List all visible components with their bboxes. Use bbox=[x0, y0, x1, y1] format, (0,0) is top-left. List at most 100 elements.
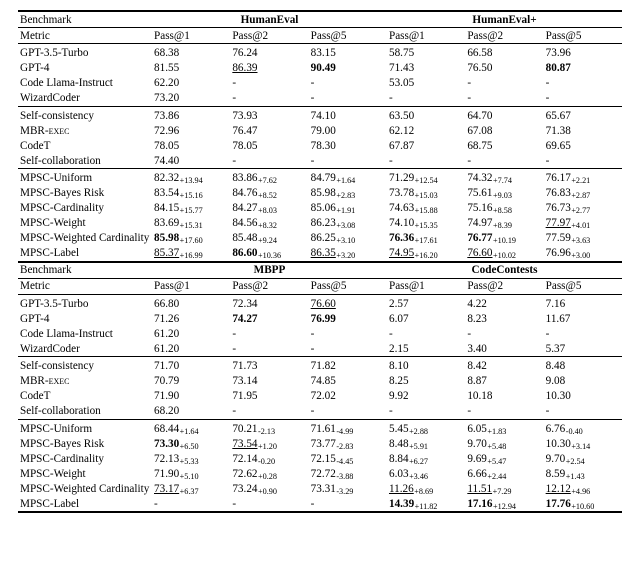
value-cell bbox=[309, 326, 387, 341]
value-cell: 68.75 bbox=[465, 138, 543, 153]
row-label: MPSC-Label bbox=[18, 246, 152, 262]
value-cell bbox=[152, 496, 230, 512]
value-cell: 58.75 bbox=[387, 44, 465, 61]
value-cell: 77.97+4.01 bbox=[544, 216, 622, 231]
benchmark-group-header: CodeContests bbox=[387, 262, 622, 279]
value-cell: 85.37+16.99 bbox=[152, 246, 230, 262]
value-cell: 66.58 bbox=[465, 44, 543, 61]
row-label: MPSC-Cardinality bbox=[18, 451, 152, 466]
value-cell: 69.65 bbox=[544, 138, 622, 153]
value-cell: 73.96 bbox=[544, 44, 622, 61]
benchmark-group-header: MBPP bbox=[152, 262, 387, 279]
value-cell: 73.24+0.90 bbox=[230, 481, 308, 496]
value-cell bbox=[387, 326, 465, 341]
row-label: MPSC-Label bbox=[18, 496, 152, 512]
value-cell bbox=[544, 326, 622, 341]
value-cell: 70.79 bbox=[152, 374, 230, 389]
value-cell bbox=[465, 326, 543, 341]
value-cell: 14.39+11.82 bbox=[387, 496, 465, 512]
value-cell: 11.51+7.29 bbox=[465, 481, 543, 496]
value-cell: 74.40 bbox=[152, 153, 230, 169]
value-cell: 9.69+5.47 bbox=[465, 451, 543, 466]
row-label: CodeT bbox=[18, 389, 152, 404]
metric-col-header: Pass@1 bbox=[387, 28, 465, 44]
value-cell bbox=[309, 91, 387, 107]
value-cell: 6.66+2.44 bbox=[465, 466, 543, 481]
value-cell: 85.98+17.60 bbox=[152, 231, 230, 246]
value-cell: 71.61-4.99 bbox=[309, 419, 387, 436]
value-cell: 86.23+3.08 bbox=[309, 216, 387, 231]
value-cell: 86.25+3.10 bbox=[309, 231, 387, 246]
value-cell: 6.03+3.46 bbox=[387, 466, 465, 481]
metric-col-header: Pass@2 bbox=[465, 278, 543, 294]
row-label: WizardCoder bbox=[18, 341, 152, 357]
value-cell: 84.15+15.77 bbox=[152, 201, 230, 216]
value-cell bbox=[465, 76, 543, 91]
value-cell: 71.29+12.54 bbox=[387, 169, 465, 186]
value-cell bbox=[544, 153, 622, 169]
value-cell: 53.05 bbox=[387, 76, 465, 91]
value-cell: 74.95+16.20 bbox=[387, 246, 465, 262]
row-label: MPSC-Weighted Cardinality bbox=[18, 481, 152, 496]
value-cell: 72.72-3.88 bbox=[309, 466, 387, 481]
value-cell: 86.60+10.36 bbox=[230, 246, 308, 262]
value-cell: 84.27+8.03 bbox=[230, 201, 308, 216]
value-cell bbox=[309, 341, 387, 357]
value-cell bbox=[387, 404, 465, 420]
value-cell: 2.15 bbox=[387, 341, 465, 357]
row-label: GPT-3.5-Turbo bbox=[18, 44, 152, 61]
value-cell bbox=[230, 341, 308, 357]
value-cell: 76.47 bbox=[230, 123, 308, 138]
value-cell: 72.96 bbox=[152, 123, 230, 138]
value-cell: 8.48 bbox=[544, 357, 622, 374]
value-cell: 74.27 bbox=[230, 311, 308, 326]
value-cell: 85.48+9.24 bbox=[230, 231, 308, 246]
row-label: WizardCoder bbox=[18, 91, 152, 107]
value-cell: 8.25 bbox=[387, 374, 465, 389]
value-cell bbox=[230, 496, 308, 512]
value-cell: 78.30 bbox=[309, 138, 387, 153]
value-cell: 71.43 bbox=[387, 61, 465, 76]
value-cell: 8.59+1.43 bbox=[544, 466, 622, 481]
row-label: Code Llama-Instruct bbox=[18, 76, 152, 91]
metric-col-header: Pass@5 bbox=[309, 28, 387, 44]
value-cell: 83.54+15.16 bbox=[152, 186, 230, 201]
value-cell bbox=[230, 326, 308, 341]
row-label: MPSC-Weight bbox=[18, 466, 152, 481]
value-cell bbox=[309, 76, 387, 91]
row-label: GPT-4 bbox=[18, 61, 152, 76]
row-label: Self-consistency bbox=[18, 106, 152, 123]
benchmark-header: Benchmark bbox=[18, 262, 152, 279]
value-cell: 74.63+15.88 bbox=[387, 201, 465, 216]
value-cell: 83.69+15.31 bbox=[152, 216, 230, 231]
value-cell: 9.70+5.48 bbox=[465, 436, 543, 451]
value-cell: 73.77-2.83 bbox=[309, 436, 387, 451]
row-label: Self-consistency bbox=[18, 357, 152, 374]
metric-col-header: Pass@5 bbox=[544, 28, 622, 44]
value-cell: 73.31-3.29 bbox=[309, 481, 387, 496]
value-cell: 76.60 bbox=[309, 294, 387, 311]
value-cell: 5.37 bbox=[544, 341, 622, 357]
value-cell: 4.22 bbox=[465, 294, 543, 311]
value-cell bbox=[230, 404, 308, 420]
value-cell: 72.14-0.20 bbox=[230, 451, 308, 466]
value-cell: 63.50 bbox=[387, 106, 465, 123]
value-cell: 73.20 bbox=[152, 91, 230, 107]
value-cell bbox=[230, 153, 308, 169]
value-cell: 71.26 bbox=[152, 311, 230, 326]
value-cell bbox=[465, 91, 543, 107]
row-label: Self-collaboration bbox=[18, 404, 152, 420]
value-cell: 70.21-2.13 bbox=[230, 419, 308, 436]
value-cell: 74.10 bbox=[309, 106, 387, 123]
value-cell: 2.57 bbox=[387, 294, 465, 311]
value-cell: 9.92 bbox=[387, 389, 465, 404]
row-label: GPT-3.5-Turbo bbox=[18, 294, 152, 311]
value-cell bbox=[465, 404, 543, 420]
value-cell: 8.87 bbox=[465, 374, 543, 389]
row-label: MPSC-Bayes Risk bbox=[18, 436, 152, 451]
row-label: MPSC-Bayes Risk bbox=[18, 186, 152, 201]
value-cell bbox=[387, 153, 465, 169]
value-cell: 83.15 bbox=[309, 44, 387, 61]
value-cell: 73.30+6.50 bbox=[152, 436, 230, 451]
value-cell: 81.55 bbox=[152, 61, 230, 76]
